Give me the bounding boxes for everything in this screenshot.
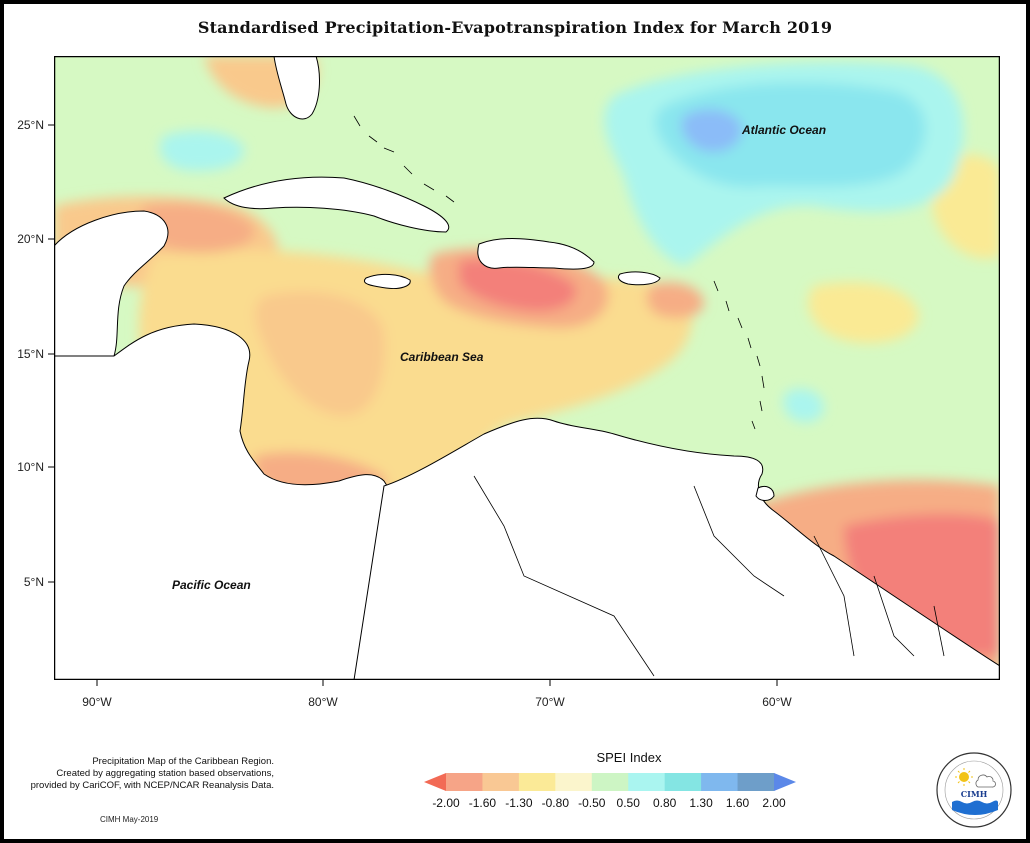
spei-legend: -2.00 -1.60 -1.30 -0.80 -0.50 0.50 0.80 1.30 1.6… [424,773,796,810]
legend-tick-label: 0.80 [653,796,677,810]
legend-swatch-high-arrow [774,773,796,791]
florida-landmass [273,56,320,120]
atlantic-ocean-label: Atlantic Ocean [741,123,826,137]
logo-text: CIMH [961,789,988,799]
coastlines [54,56,1000,680]
map-border [54,56,1000,680]
credit-text: CIMH May-2019 [100,815,159,824]
atlantic-core-wet-zone [681,109,743,153]
lat-tick-10n: 10°N [17,460,44,474]
lat-tick-20n: 20°N [17,232,44,246]
lon-tick-70w: 70°W [535,695,565,709]
atlantic-strong-wet-zone [655,82,926,187]
waves-icon [952,800,998,815]
lat-tick-25n: 25°N [17,118,44,132]
map-description: Precipitation Map of the Caribbean Regio… [4,756,274,792]
legend-swatch [482,773,520,791]
caribbean-sea-label: Caribbean Sea [400,350,484,364]
windward-wet-zone [783,388,824,423]
hispaniola-landmass [477,238,595,270]
legend-swatch-low-arrow [424,773,446,791]
lon-tick-80w: 80°W [308,695,338,709]
jamaica-landmass [364,273,411,289]
spei-map: Atlantic Ocean Caribbean Sea Pacific Oce… [54,56,1000,680]
legend-tick-label: -0.80 [542,796,570,810]
lat-tick-5n: 5°N [24,575,44,589]
legend-swatch [446,773,483,791]
central-america-landmass [54,323,397,680]
trinidad-landmass [755,485,775,501]
south-america-landmass [353,417,1000,680]
legend-tick-label: -1.60 [469,796,497,810]
lon-tick-60w: 60°W [762,695,792,709]
lesser-antilles [713,280,765,430]
figure-frame: Standardised Precipitation-Evapotranspir… [4,4,1026,839]
legend-labels: -2.00 -1.60 -1.30 -0.80 -0.50 0.50 0.80 1.30 1.6… [432,796,786,810]
cuba-landmass [223,176,450,233]
bahamas-wet-zone [159,130,245,172]
sun-icon [955,768,973,786]
legend-swatch [737,773,775,791]
puerto-rico-dry-zone [646,282,704,319]
legend-title: SPEI Index [596,750,662,765]
puerto-rico-landmass [617,271,661,286]
legend-swatch [628,773,666,791]
legend-tick-label: -0.50 [578,796,606,810]
hispaniola-strong-dry-zone [459,258,577,312]
lon-tick-90w: 90°W [82,695,112,709]
cloud-icon [975,774,996,788]
national-borders [473,475,945,677]
legend-tick-label: 1.30 [689,796,713,810]
description-line-3: provided by CariCOF, with NCEP/NCAR Rean… [30,780,274,791]
pacific-ocean-label: Pacific Ocean [172,578,251,592]
east-atlantic-mild-dry-zone [808,282,919,344]
description-line-1: Precipitation Map of the Caribbean Regio… [92,756,274,767]
yucatan-dry-zone [141,202,255,253]
legend-colorbar [424,773,796,791]
map-title: Standardised Precipitation-Evapotranspir… [197,18,833,37]
bahamas-islands [353,115,455,203]
legend-swatch [591,773,629,791]
cimh-logo: CIMH [936,752,1012,828]
legend-swatch [664,773,702,791]
legend-swatch [701,773,739,791]
description-line-2: Created by aggregating station based obs… [56,768,274,779]
lat-tick-15n: 15°N [17,347,44,361]
legend-tick-label: -2.00 [432,796,460,810]
legend-swatch [555,773,593,791]
legend-tick-label: -1.30 [505,796,533,810]
legend-tick-label: 0.50 [617,796,641,810]
island-chain [353,115,945,677]
western-caribbean-dry-zone [254,291,385,416]
legend-swatch [518,773,556,791]
legend-tick-label: 1.60 [726,796,750,810]
legend-tick-label: 2.00 [762,796,786,810]
yucatan-landmass [54,210,169,357]
